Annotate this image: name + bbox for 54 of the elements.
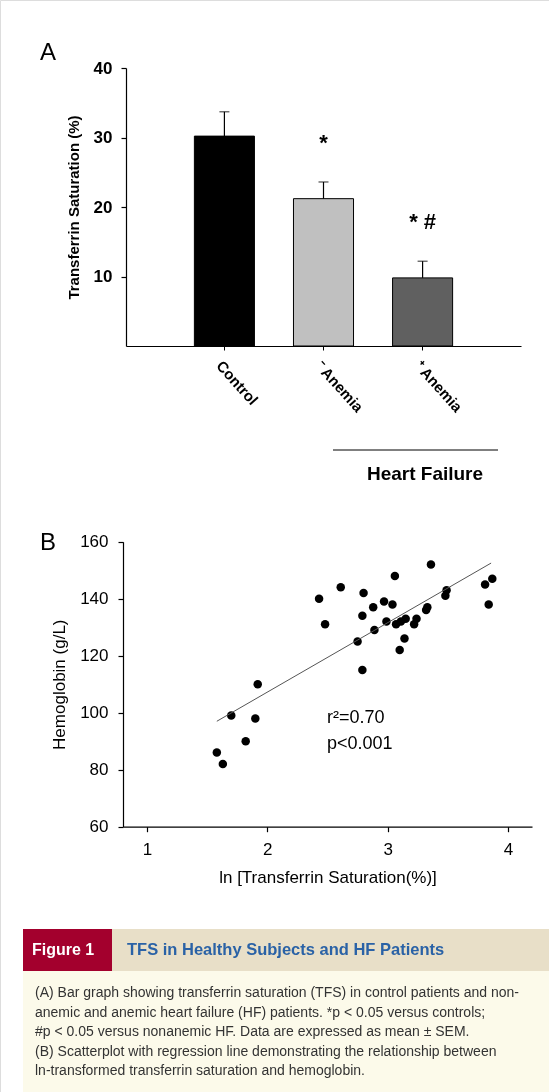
y-tick-label: 20 [93, 197, 113, 217]
y-tick-label: 40 [93, 58, 113, 78]
x-axis-title: ln [Transferrin Saturation(%)] [219, 868, 437, 888]
x-tick-label: 4 [503, 840, 514, 860]
point [488, 574, 497, 583]
text: #p < 0.05 versus nonanemic HF. Data are expressed as mean ± SEM. [35, 1023, 470, 1039]
point [426, 560, 436, 569]
point [358, 611, 367, 621]
y-tick-label: 160 [80, 532, 109, 552]
y-tick-label: 140 [80, 589, 109, 609]
x-tick-label: 2 [263, 840, 273, 860]
text: anemic and anemic heart failure (HF) patients. *p < 0.05 versus controls; [35, 1003, 486, 1020]
point [314, 594, 324, 603]
y-axis-title: Hemoglobin (g/L) [50, 619, 70, 750]
point [212, 748, 222, 757]
y-tick-label: 120 [80, 646, 109, 666]
point [359, 588, 368, 598]
text: (B) Scatterplot with regression line demonstrating the relationship between [35, 1042, 497, 1059]
y-axis-title: Transferrin Saturation (%) [64, 115, 82, 300]
y-tick-label: 60 [89, 817, 109, 837]
point [395, 645, 404, 655]
point [251, 714, 260, 723]
point [480, 580, 490, 589]
text: (A) Bar graph showing transferrin saturation (TFS) in control patients and non- [35, 984, 520, 1000]
point [368, 603, 378, 612]
annotation: * [319, 129, 329, 155]
point [320, 620, 330, 629]
text: TFS in Healthy Subjects and HF Patients [127, 940, 445, 958]
point [388, 600, 397, 609]
point [401, 614, 410, 623]
point [218, 759, 228, 769]
point [400, 634, 409, 643]
x-tick-label: 1 [142, 840, 153, 860]
y-tick-label: 100 [80, 703, 109, 723]
y-tick-label: 10 [93, 267, 113, 286]
point [379, 597, 389, 606]
text: Figure 1 [32, 941, 95, 958]
point [241, 736, 250, 746]
x-tick-label: 3 [383, 840, 393, 860]
annotation: p<0.001 [327, 732, 393, 753]
annotation: * # [409, 208, 437, 234]
point [412, 614, 421, 623]
point [484, 600, 493, 609]
annotation: r²=0.70 [327, 706, 385, 727]
point [253, 679, 262, 689]
point [358, 665, 367, 675]
y-tick-label: 80 [89, 760, 109, 780]
chart-title: A [40, 38, 57, 65]
point [336, 583, 345, 592]
y-tick-label: 30 [93, 128, 113, 147]
text: ln-transformed transferrin saturation and hemoglobin. [35, 1062, 365, 1078]
text: Heart Failure [366, 463, 484, 484]
chart-title: B [40, 527, 57, 555]
point [390, 571, 400, 581]
